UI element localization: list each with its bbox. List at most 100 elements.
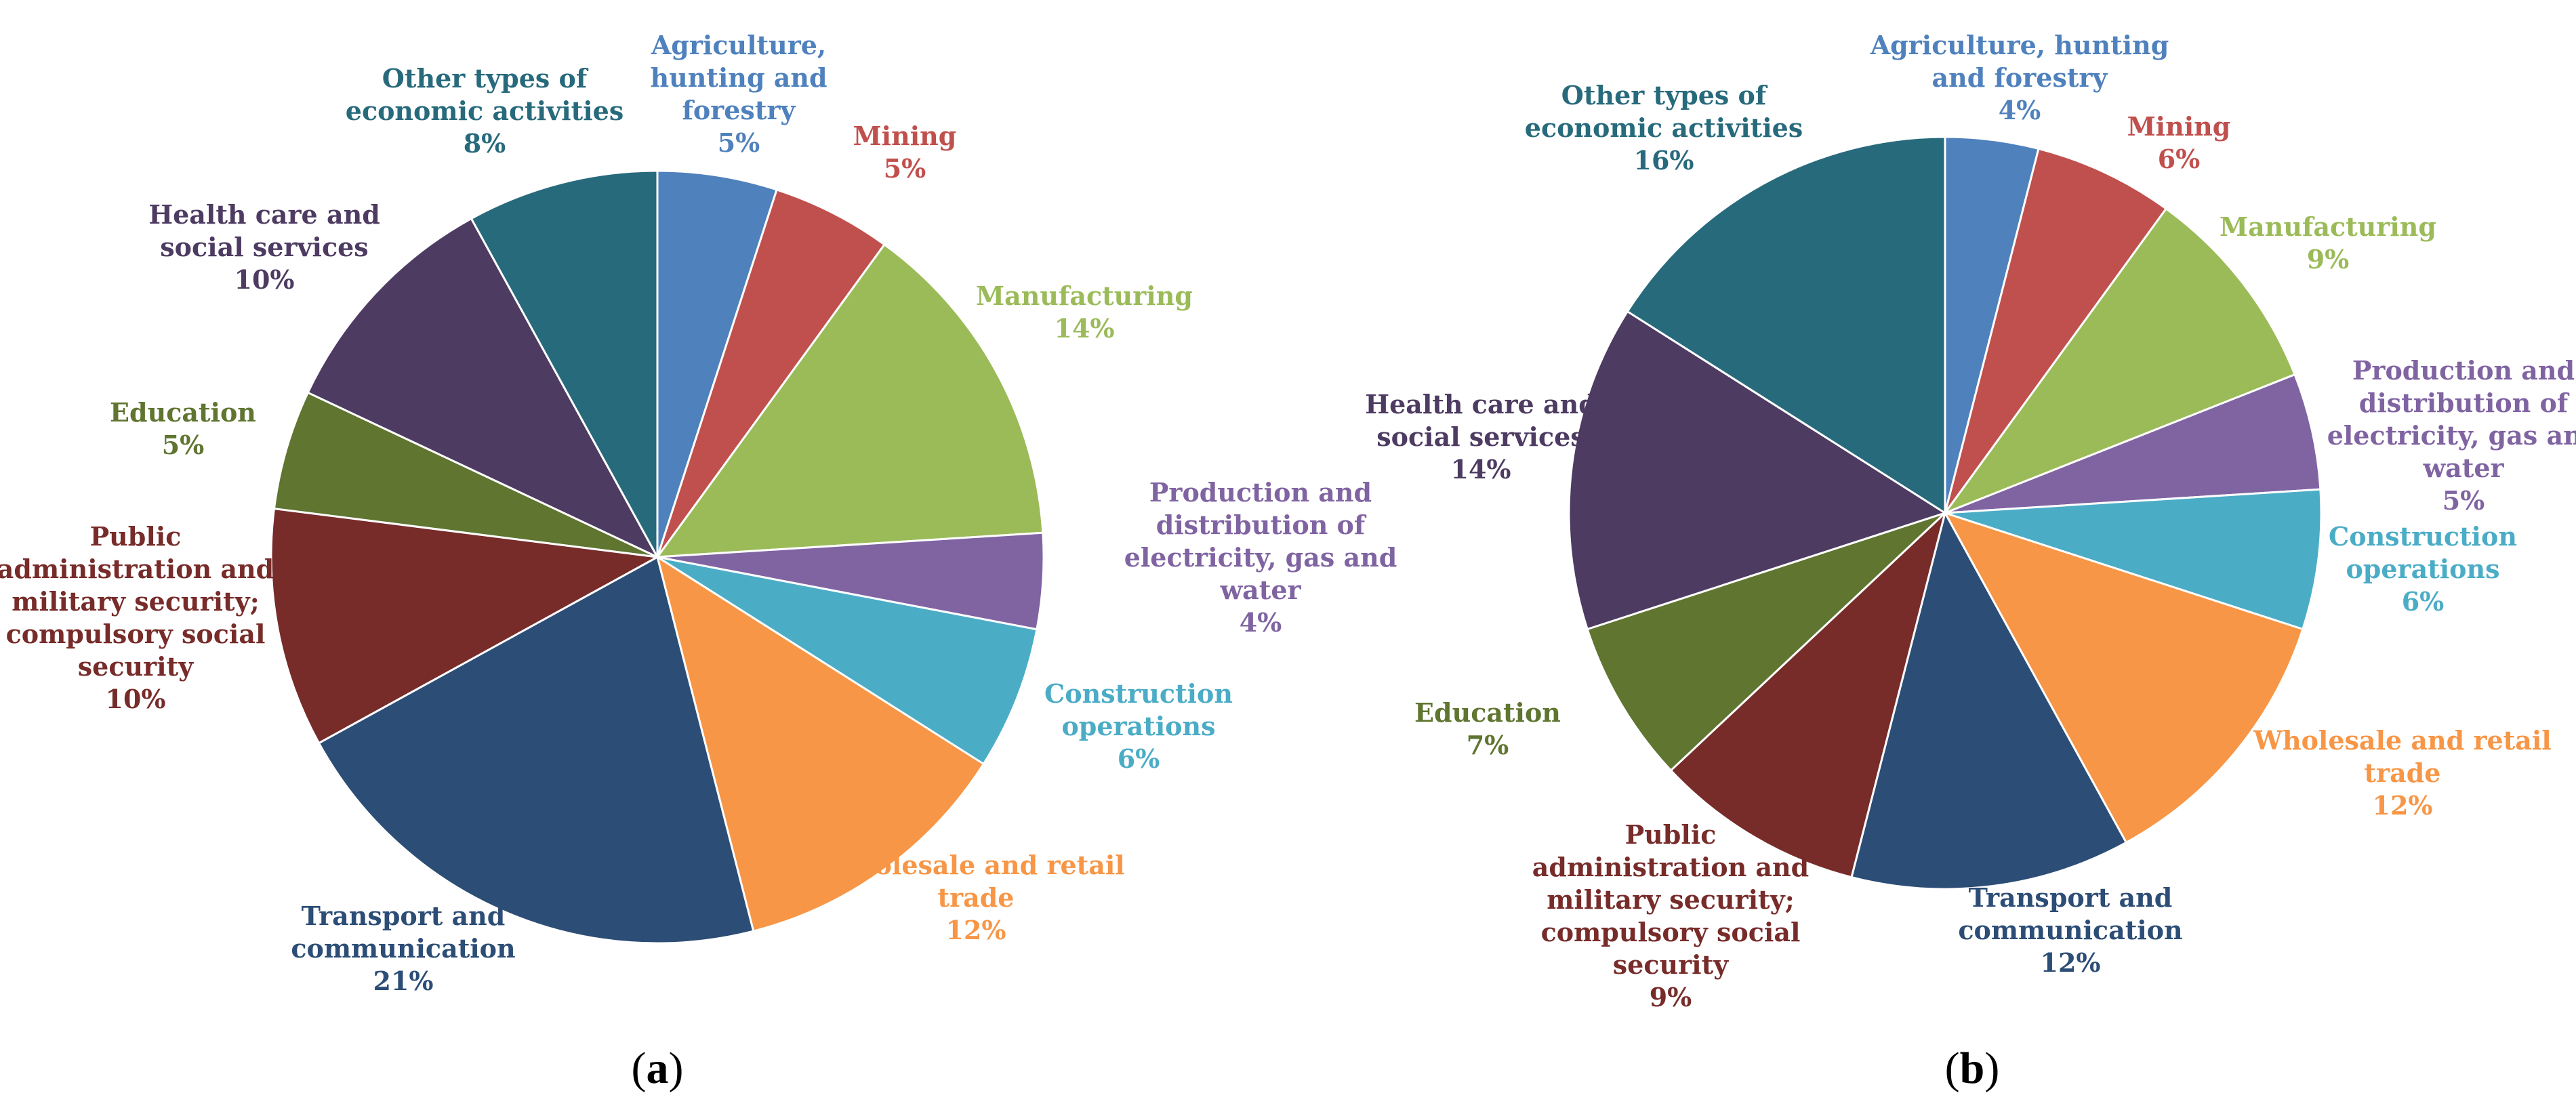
data-label-education: Education 7% xyxy=(1414,697,1561,760)
data-label-text: military security; xyxy=(12,586,259,617)
data-label-text: Health care and xyxy=(148,199,380,230)
data-label-text: Agriculture, xyxy=(651,30,826,60)
data-label-value: 5% xyxy=(2442,485,2485,516)
slice-construction-operations xyxy=(1944,488,2323,630)
data-label-text: trade xyxy=(938,882,1015,913)
data-label-value: 12% xyxy=(946,915,1006,945)
data-label-text: Wholesale and retail xyxy=(2253,725,2551,756)
data-label-value: 5% xyxy=(718,127,760,158)
data-label-value: 9% xyxy=(2307,244,2350,274)
data-label-value: 21% xyxy=(373,966,434,996)
data-label-text: water xyxy=(2422,453,2504,483)
data-label-text: Education xyxy=(110,397,256,428)
data-label-mining: Mining 5% xyxy=(853,121,957,184)
data-label-education: Education 5% xyxy=(110,397,256,460)
data-label-text: Transport and xyxy=(1969,882,2173,913)
slice-construction-operations xyxy=(656,556,1038,765)
data-label-other-types-of-economic-activities: Other types of economic activities 8% xyxy=(346,63,623,159)
data-label-text: Construction xyxy=(1044,678,1233,709)
data-label-transport-and-communication: Transport and communication 21% xyxy=(291,901,515,996)
slice-education xyxy=(272,391,659,558)
slice-public-administration-and-military-security-compulsory-social-security xyxy=(270,508,659,745)
data-label-public-administration-and-military-security-compulsory-social-security: Public administration and military securit… xyxy=(1532,819,1810,1012)
data-label-text: Mining xyxy=(853,121,957,151)
data-label-production-and-distribution-of-electricity-gas-and-water: Production and distribution of electricity… xyxy=(2327,355,2576,516)
slice-other-types-of-economic-activities xyxy=(470,169,659,558)
slice-manufacturing xyxy=(656,243,1044,558)
slice-education xyxy=(1586,512,1946,772)
panel-caption-a: (a) xyxy=(632,1044,684,1093)
data-label-text: social services xyxy=(160,232,368,262)
data-label-wholesale-and-retail-trade: Wholesale and retail trade 12% xyxy=(826,850,1124,945)
slice-health-care-and-social-services xyxy=(1568,310,1946,630)
data-label-text: electricity, gas and xyxy=(1124,542,1397,573)
data-label-text: Education xyxy=(1414,697,1561,728)
data-label-text: Production and xyxy=(2352,355,2575,386)
data-label-text: distribution of xyxy=(2359,388,2570,418)
data-label-transport-and-communication: Transport and communication 12% xyxy=(1958,882,2182,978)
data-label-text: Other types of xyxy=(1561,80,1768,110)
data-label-text: Public xyxy=(1625,819,1717,850)
data-label-text: distribution of xyxy=(1156,510,1367,540)
data-label-text: Construction xyxy=(2329,521,2517,552)
pie-chart-a: Agriculture, hunting and forestry 5% Mining 5… xyxy=(0,30,1397,1093)
data-label-construction-operations: Construction operations 6% xyxy=(1044,678,1233,774)
data-label-value: 12% xyxy=(2373,790,2433,821)
data-label-text: economic activities xyxy=(1525,112,1803,143)
slice-health-care-and-social-services xyxy=(306,218,659,558)
slice-mining xyxy=(656,188,886,558)
data-label-mining: Mining 6% xyxy=(2127,111,2231,174)
data-label-text: Mining xyxy=(2127,111,2231,142)
data-label-text: communication xyxy=(291,933,515,964)
data-label-text: forestry xyxy=(682,95,796,125)
data-label-value: 14% xyxy=(1055,313,1115,344)
data-label-value: 4% xyxy=(1999,95,2041,125)
panel-caption-b: (b) xyxy=(1945,1044,2000,1093)
data-label-value: 6% xyxy=(1118,743,1160,774)
slice-public-administration-and-military-security-compulsory-social-security xyxy=(1669,512,1946,879)
data-label-value: 10% xyxy=(234,264,295,295)
data-label-text: electricity, gas and xyxy=(2327,420,2576,451)
data-label-text: and forestry xyxy=(1932,62,2108,93)
data-label-text: Manufacturing xyxy=(2220,211,2436,242)
data-label-production-and-distribution-of-electricity-gas-and-water: Production and distribution of electricity… xyxy=(1124,477,1397,638)
data-label-text: communication xyxy=(1958,915,2182,945)
data-label-value: 12% xyxy=(2041,947,2101,978)
data-label-text: social services xyxy=(1376,421,1585,452)
data-label-text: Transport and xyxy=(302,901,506,931)
data-label-text: compulsory social xyxy=(1541,917,1801,947)
data-label-value: 10% xyxy=(106,684,166,714)
data-label-text: hunting and xyxy=(650,62,827,93)
slice-agriculture-hunting-and-forestry xyxy=(656,169,778,558)
data-label-text: trade xyxy=(2365,758,2441,788)
data-label-text: Other types of xyxy=(382,63,589,94)
slice-production-and-distribution-of-electricity-gas-and-water xyxy=(1944,373,2322,514)
pie-chart-b: Agriculture, hunting and forestry 4%Mining… xyxy=(1365,30,2576,1093)
data-label-value: 14% xyxy=(1451,454,1511,485)
data-label-value: 6% xyxy=(2402,586,2445,617)
data-label-health-care-and-social-services: Health care and social services 14% xyxy=(1365,389,1597,485)
data-label-text: operations xyxy=(1061,711,1215,741)
data-label-value: 5% xyxy=(884,153,926,184)
data-label-text: Health care and xyxy=(1365,389,1597,419)
data-label-value: 5% xyxy=(162,430,205,460)
data-label-value: 8% xyxy=(464,128,506,159)
slice-wholesale-and-retail-trade xyxy=(656,556,985,932)
data-label-text: military security; xyxy=(1547,884,1794,915)
data-label-text: operations xyxy=(2346,554,2499,584)
data-label-text: Public xyxy=(90,521,182,552)
data-label-agriculture-hunting-and-forestry: Agriculture, hunting and forestry 5% xyxy=(650,30,827,158)
slice-mining xyxy=(1944,147,2167,514)
slice-other-types-of-economic-activities xyxy=(1626,136,1946,514)
data-label-value: 6% xyxy=(2158,144,2201,174)
data-label-text: administration and xyxy=(0,554,274,584)
data-label-agriculture-hunting-and-forestry: Agriculture, hunting and forestry 4% xyxy=(1870,30,2169,125)
slice-transport-and-communication xyxy=(318,556,755,945)
data-label-construction-operations: Construction operations 6% xyxy=(2329,521,2517,617)
data-label-text: Wholesale and retail xyxy=(826,850,1124,880)
data-label-text: Agriculture, hunting xyxy=(1870,30,2169,60)
data-label-value: 9% xyxy=(1650,982,1692,1012)
slice-manufacturing xyxy=(1944,207,2296,514)
data-label-text: Production and xyxy=(1149,477,1372,508)
